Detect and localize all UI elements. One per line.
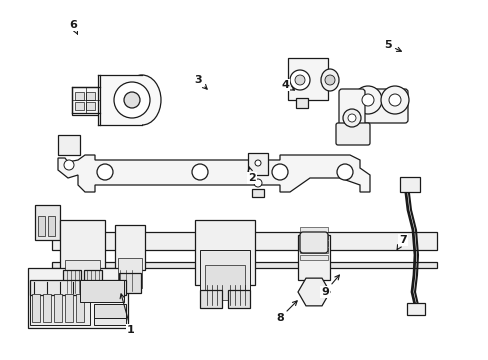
Bar <box>60 220 105 270</box>
Bar <box>406 303 424 315</box>
Bar <box>399 177 419 192</box>
Text: 1: 1 <box>120 294 135 335</box>
Bar <box>227 290 249 308</box>
Bar <box>94 307 126 325</box>
Bar <box>32 294 40 322</box>
Bar <box>30 280 126 295</box>
Bar <box>119 273 141 293</box>
FancyBboxPatch shape <box>338 89 364 133</box>
Bar <box>52 232 436 250</box>
Circle shape <box>294 75 305 85</box>
Bar <box>65 294 73 322</box>
Bar <box>52 262 436 268</box>
Bar <box>94 304 126 318</box>
Circle shape <box>253 179 262 187</box>
Bar <box>115 225 145 270</box>
Text: 3: 3 <box>194 75 207 89</box>
FancyBboxPatch shape <box>361 89 407 123</box>
Circle shape <box>254 160 261 166</box>
Ellipse shape <box>320 69 338 91</box>
Bar <box>54 294 62 322</box>
Circle shape <box>97 164 113 180</box>
Circle shape <box>347 114 355 122</box>
Circle shape <box>124 92 140 108</box>
Bar <box>84 270 102 295</box>
Bar <box>48 216 55 236</box>
Circle shape <box>114 82 150 118</box>
Bar <box>299 255 327 260</box>
Bar <box>287 58 327 100</box>
Bar <box>72 87 100 115</box>
Bar <box>299 234 327 239</box>
Circle shape <box>353 86 381 114</box>
Bar <box>65 260 100 290</box>
Bar <box>118 258 142 288</box>
Text: 8: 8 <box>276 301 297 323</box>
Bar <box>43 294 51 322</box>
Bar <box>28 268 128 328</box>
Bar <box>200 290 222 308</box>
Bar <box>86 102 95 110</box>
FancyBboxPatch shape <box>299 232 327 253</box>
Circle shape <box>64 160 74 170</box>
Circle shape <box>325 75 334 85</box>
Bar <box>75 92 84 100</box>
Text: 4: 4 <box>281 80 294 90</box>
Bar <box>295 98 307 108</box>
Circle shape <box>289 70 309 90</box>
Bar <box>58 135 80 155</box>
Bar <box>251 189 264 197</box>
Bar <box>299 248 327 253</box>
Text: 9: 9 <box>321 275 339 297</box>
Circle shape <box>336 164 352 180</box>
Text: 7: 7 <box>396 235 406 249</box>
Bar <box>200 250 249 295</box>
Bar <box>76 294 84 322</box>
Bar <box>297 235 329 280</box>
Circle shape <box>342 109 360 127</box>
Bar <box>30 290 90 325</box>
Bar <box>247 153 267 175</box>
Circle shape <box>192 164 207 180</box>
Bar <box>80 280 124 302</box>
Text: 2: 2 <box>247 167 255 183</box>
Bar <box>63 270 81 295</box>
Text: 6: 6 <box>69 20 78 34</box>
Bar <box>299 241 327 246</box>
Bar <box>38 216 45 236</box>
Bar <box>299 227 327 232</box>
Circle shape <box>271 164 287 180</box>
Bar <box>75 102 84 110</box>
FancyBboxPatch shape <box>335 123 369 145</box>
Circle shape <box>361 94 373 106</box>
Bar <box>195 220 254 285</box>
Circle shape <box>380 86 408 114</box>
Polygon shape <box>58 155 369 192</box>
Bar <box>86 92 95 100</box>
Circle shape <box>388 94 400 106</box>
Bar <box>204 265 244 300</box>
Bar <box>98 75 142 125</box>
Bar <box>35 205 60 240</box>
Ellipse shape <box>123 75 161 125</box>
Text: 5: 5 <box>384 40 401 51</box>
